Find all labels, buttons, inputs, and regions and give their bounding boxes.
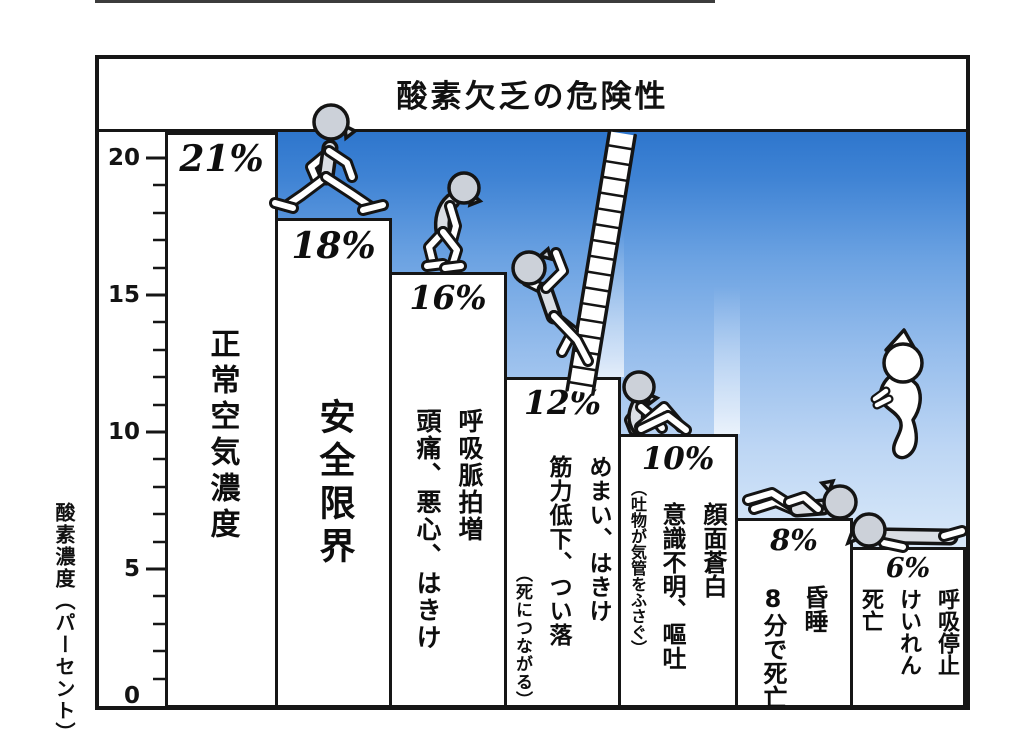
bar-18-description: 安全限界 (313, 398, 355, 570)
y-tick-10: 10 (107, 419, 140, 445)
bar-21-percent: 21% 正常空気濃度 (165, 132, 278, 708)
bar-10-value: 10% (641, 441, 715, 477)
bar-6-description: 呼吸停止 (934, 588, 959, 676)
bar-21-value: 21% (179, 138, 264, 180)
bar-16-percent: 16% 呼吸脈拍増 頭痛、悪心、はきけ (389, 272, 507, 708)
bar-12-note: （死につながる） (512, 565, 532, 709)
bar-16-description: 頭痛、悪心、はきけ (413, 408, 442, 651)
y-tick-15: 15 (107, 282, 140, 308)
chart-title: 酸素欠乏の危険性 (396, 78, 669, 115)
bar-6-value: 6% (885, 553, 931, 584)
title-separator-line (99, 129, 966, 132)
y-tick-20: 20 (107, 145, 140, 171)
bar-6-percent: 6% 呼吸停止 けいれん 死亡 (850, 547, 966, 708)
bar-6-description: 死亡 (858, 588, 883, 632)
bar-21-description: 正常空気濃度 (204, 328, 240, 544)
title-band: 酸素欠乏の危険性 (99, 57, 966, 129)
bar-18-value: 18% (291, 225, 376, 267)
bar-16-value: 16% (409, 278, 487, 317)
bar-18-percent: 18% 安全限界 (275, 218, 392, 708)
bar-16-description: 呼吸脈拍増 (455, 408, 484, 543)
bar-6-description: けいれん (896, 588, 921, 676)
sky-halo (714, 286, 740, 434)
y-tick-5: 5 (123, 556, 140, 582)
bar-10-percent: 10% 顔面蒼白 意識不明、嘔吐 （吐物が気管をふさぐ） (618, 434, 738, 708)
bar-12-description: めまい、はきけ (585, 455, 611, 623)
y-axis-title: 酸素濃度（パーセント） (52, 502, 76, 742)
bar-8-percent: 8% 昏睡 8分で死亡 (735, 518, 853, 709)
y-tick-0: 0 (123, 683, 140, 709)
bar-10-note: （吐物が気管をふさぐ） (628, 480, 647, 656)
bar-12-value: 12% (523, 383, 602, 422)
bar-10-description: 意識不明、嘔吐 (658, 502, 686, 670)
scan-artifact-line (95, 0, 715, 3)
bar-8-value: 8% (770, 523, 818, 557)
bar-12-percent: 12% めまい、はきけ 筋力低下、つい落 （死につながる） (504, 377, 621, 709)
sky-halo (598, 230, 624, 377)
bar-12-description: 筋力低下、つい落 (545, 455, 571, 647)
bar-8-description: 昏睡 (800, 585, 828, 633)
bar-8-description: 8分で死亡 (759, 585, 787, 709)
bar-10-description: 顔面蒼白 (699, 502, 727, 598)
